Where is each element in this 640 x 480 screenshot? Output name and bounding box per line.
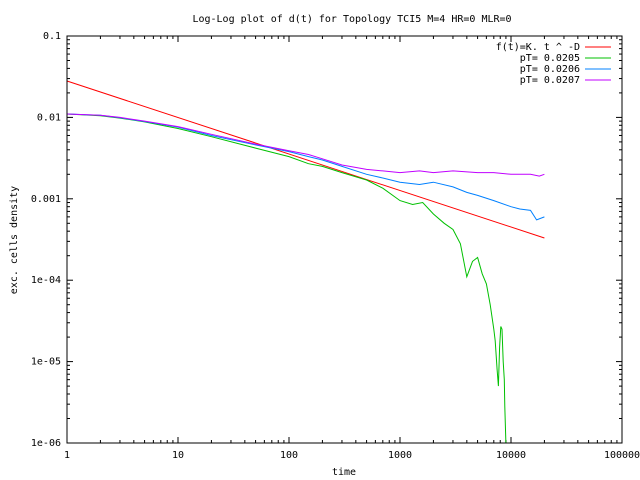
chart-title: Log-Log plot of d(t) for Topology TCI5 M… <box>192 14 511 25</box>
legend-label-2: pT= 0.0205 <box>520 53 580 64</box>
x-tick-label: 100 <box>280 450 298 461</box>
y-tick-label: 0.01 <box>37 112 61 123</box>
y-tick-label: 0.001 <box>31 194 61 205</box>
y-tick-label: 1e-06 <box>31 438 61 449</box>
x-tick-label: 10 <box>172 450 184 461</box>
y-axis-label: exc. cells density <box>9 186 20 294</box>
series-line-1 <box>66 80 545 239</box>
x-tick-label: 100000 <box>604 450 640 461</box>
x-tick-label: 1 <box>64 450 70 461</box>
x-tick-label: 1000 <box>388 450 412 461</box>
legend-label-4: pT= 0.0207 <box>520 75 580 86</box>
legend-label-3: pT= 0.0206 <box>520 64 580 75</box>
axis-ticks: 1 10 100 1000 10000 100000 0.1 0.01 0.001 1e-04 1e… <box>31 31 640 461</box>
series-lines <box>66 80 545 444</box>
series-line-2 <box>66 113 507 444</box>
x-axis-label: time <box>332 467 356 478</box>
plot-frame <box>66 35 623 444</box>
x-tick-label: 10000 <box>496 450 526 461</box>
series-line-3 <box>66 113 545 221</box>
series-line-4 <box>66 113 545 177</box>
y-tick-label: 1e-04 <box>31 275 61 286</box>
y-tick-label: 1e-05 <box>31 357 61 368</box>
y-tick-label: 0.1 <box>43 31 61 42</box>
legend-label-1: f(t)=K. t ^ -D <box>496 42 580 53</box>
